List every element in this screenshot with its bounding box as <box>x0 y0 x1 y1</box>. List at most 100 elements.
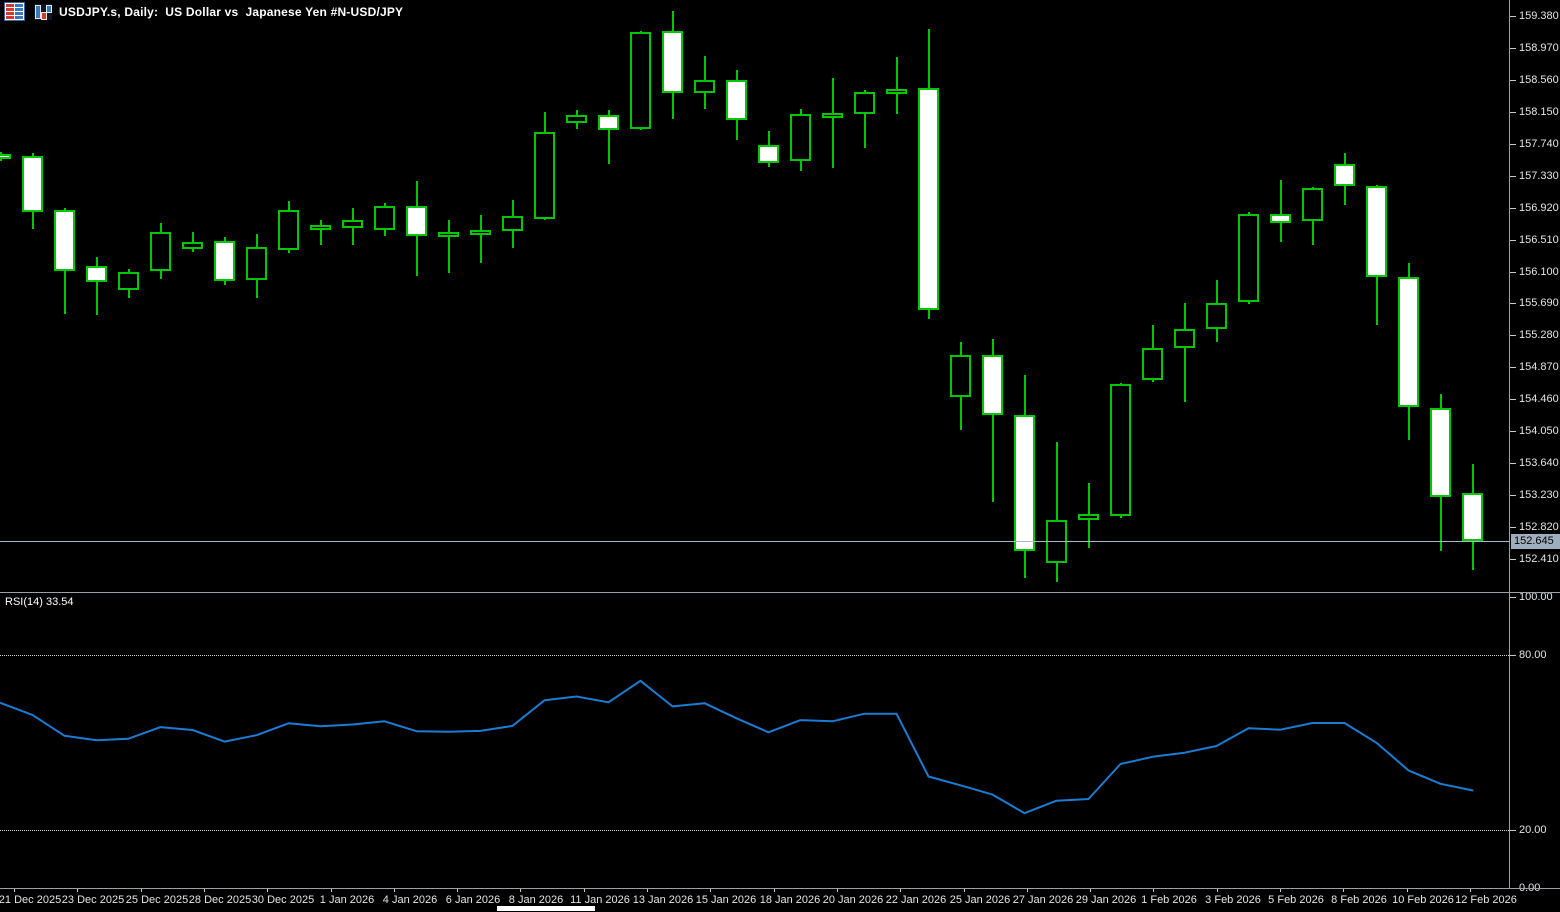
price-tick-mark <box>1509 16 1516 17</box>
price-tick-label: 157.330 <box>1519 170 1559 182</box>
price-tick-mark <box>1509 527 1516 528</box>
time-tick-mark <box>647 888 648 892</box>
candle-wick <box>95 257 98 315</box>
candle-body <box>982 355 1003 415</box>
candle-body <box>246 247 267 280</box>
candle-body <box>342 220 363 228</box>
date-label: 1 Feb 2026 <box>1141 894 1197 906</box>
candle-body <box>1238 214 1259 302</box>
price-tick-label: 159.380 <box>1519 10 1559 22</box>
candle-body <box>1430 408 1451 497</box>
time-tick-mark <box>774 888 775 892</box>
date-label: 4 Jan 2026 <box>382 894 438 906</box>
candle-body <box>374 206 395 230</box>
candlestick-panel[interactable] <box>0 0 1509 592</box>
date-label: 29 Jan 2026 <box>1075 894 1137 906</box>
candle-body <box>662 31 683 93</box>
current-price-tag: 152.645 <box>1511 534 1560 549</box>
rsi-panel[interactable]: RSI(14) 33.54 <box>0 592 1509 888</box>
time-tick-mark <box>1407 888 1408 892</box>
date-label: 18 Jan 2026 <box>759 894 821 906</box>
candle-body <box>470 230 491 235</box>
candle-body <box>150 232 171 271</box>
candle-body <box>822 113 843 118</box>
date-label: 12 Feb 2026 <box>1455 894 1517 906</box>
date-label: 25 Dec 2025 <box>125 894 189 906</box>
date-label: 15 Jan 2026 <box>695 894 757 906</box>
candle-body <box>182 242 203 249</box>
price-tick-mark <box>1509 272 1516 273</box>
candle-body <box>118 272 139 290</box>
date-label: 25 Jan 2026 <box>949 894 1011 906</box>
candle-body <box>1398 277 1419 407</box>
price-tick-mark <box>1509 240 1516 241</box>
candle-body <box>1270 214 1291 223</box>
candle-body <box>406 206 427 236</box>
time-tick-mark <box>1470 888 1471 892</box>
candle-wick <box>991 339 994 502</box>
horizontal-scrollbar-thumb[interactable] <box>497 906 595 911</box>
date-label: 10 Feb 2026 <box>1392 894 1454 906</box>
price-tick-mark <box>1509 80 1516 81</box>
date-label: 8 Jan 2026 <box>508 894 564 906</box>
time-tick-mark <box>457 888 458 892</box>
candle-body <box>534 132 555 219</box>
chart-title: USDJPY.s, Daily: US Dollar vs Japanese Y… <box>59 4 404 19</box>
candle-body <box>1110 384 1131 516</box>
time-tick-mark <box>331 888 332 892</box>
time-tick-mark <box>1217 888 1218 892</box>
panel-separator[interactable] <box>0 592 1560 593</box>
candle-body <box>1206 303 1227 329</box>
candle-body <box>1078 514 1099 520</box>
time-tick-mark <box>1027 888 1028 892</box>
date-label: 27 Jan 2026 <box>1012 894 1074 906</box>
date-label: 5 Feb 2026 <box>1268 894 1324 906</box>
time-tick-mark <box>1090 888 1091 892</box>
date-label: 6 Jan 2026 <box>445 894 501 906</box>
candle-body <box>1302 188 1323 221</box>
price-tick-label: 155.690 <box>1519 297 1559 309</box>
candle-wick <box>447 220 450 273</box>
time-tick-mark <box>837 888 838 892</box>
candle-body <box>566 115 587 123</box>
current-price-value: 152.645 <box>1514 535 1554 547</box>
date-label: 21 Dec 2025 <box>0 894 62 906</box>
candle-wick <box>319 220 322 245</box>
date-label: 1 Jan 2026 <box>319 894 375 906</box>
rsi-tick-mark <box>1509 597 1516 598</box>
chart-header: USDJPY.s, Daily: US Dollar vs Japanese Y… <box>4 2 404 21</box>
candle-wick <box>1183 303 1186 402</box>
time-tick-mark <box>1280 888 1281 892</box>
price-tick-label: 152.410 <box>1519 553 1559 565</box>
candle-body <box>214 241 235 281</box>
candle-body <box>918 88 939 310</box>
date-label: 3 Feb 2026 <box>1205 894 1261 906</box>
candle-body <box>0 154 11 159</box>
price-tick-mark <box>1509 303 1516 304</box>
candle-body <box>438 232 459 237</box>
candle-wick <box>1279 180 1282 242</box>
rsi-tick-label: 20.00 <box>1519 824 1547 836</box>
candle-body <box>86 266 107 282</box>
time-tick-mark <box>77 888 78 892</box>
price-tick-mark <box>1509 176 1516 177</box>
price-tick-mark <box>1509 559 1516 560</box>
date-label: 28 Dec 2025 <box>188 894 252 906</box>
bar-chart-icon <box>34 3 52 20</box>
time-axis[interactable]: 21 Dec 2025 23 Dec 2025 25 Dec 2025 28 Dec … <box>0 888 1560 912</box>
price-tick-label: 154.050 <box>1519 425 1559 437</box>
time-tick-mark <box>14 888 15 892</box>
candle-body <box>1142 348 1163 380</box>
time-tick-mark <box>204 888 205 892</box>
date-label: 30 Dec 2025 <box>251 894 315 906</box>
time-tick-mark <box>141 888 142 892</box>
candle-body <box>758 145 779 163</box>
candle-body <box>1462 493 1483 541</box>
candle-wick <box>895 57 898 114</box>
price-tick-mark <box>1509 367 1516 368</box>
time-tick-mark <box>1153 888 1154 892</box>
time-axis-border <box>0 888 1560 889</box>
time-tick-mark <box>964 888 965 892</box>
rsi-level-line-20 <box>0 830 1509 831</box>
